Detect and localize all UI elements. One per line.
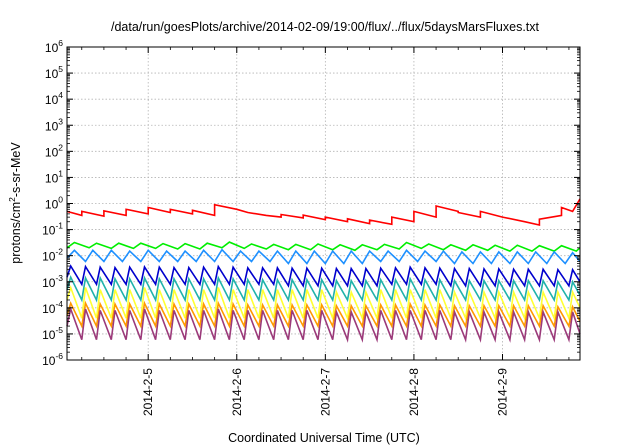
flux-series-line	[66, 284, 581, 322]
flux-series-line	[66, 264, 581, 288]
y-tick-label-exponent: 3	[58, 116, 63, 126]
flux-series-line	[66, 275, 581, 303]
flux-series-line	[66, 198, 581, 226]
x-tick-labels: 2014-2-5 2014-2-6 2014-2-7 2014-2-8 2014-2-9	[141, 368, 509, 416]
y-tick-label-base: 10	[45, 67, 59, 81]
y-tick-label: 102	[45, 142, 63, 159]
chart-title: /data/run/goesPlots/archive/2014-02-09/1…	[111, 20, 540, 34]
y-tick-label: 100	[45, 195, 63, 212]
x-tick-label: 2014-2-5	[141, 368, 155, 416]
x-tick-label: 2014-2-8	[407, 368, 421, 416]
flux-series-line	[66, 306, 581, 343]
y-tick-label-exponent: -6	[55, 351, 63, 361]
y-tick-label: 10-5	[42, 325, 63, 342]
y-tick-label-base: 10	[45, 93, 59, 107]
y-tick-label-exponent: 5	[58, 64, 63, 74]
y-tick-label-exponent: -4	[55, 299, 63, 309]
y-axis-title-suffix: -s-sr-MeV	[9, 142, 23, 198]
y-tick-label: 10-6	[42, 351, 63, 368]
y-axis-title: protons/cm2-s-sr-MeV	[7, 142, 23, 264]
y-tick-label-base: 10	[45, 145, 59, 159]
flux-series-line	[66, 300, 581, 329]
x-axis-title: Coordinated Universal Time (UTC)	[228, 431, 420, 445]
y-axis-title-prefix: protons/cm	[9, 202, 23, 264]
y-tick-label-base: 10	[42, 354, 56, 368]
y-tick-label-base: 10	[42, 302, 56, 316]
y-tick-label: 103	[45, 116, 63, 133]
y-tick-label: 10-1	[42, 221, 63, 238]
y-tick-label-exponent: 0	[58, 195, 63, 205]
y-tick-label: 101	[45, 168, 63, 185]
y-tick-label-exponent: 1	[58, 168, 63, 178]
y-tick-label-base: 10	[42, 328, 56, 342]
y-tick-label-exponent: 4	[58, 90, 63, 100]
y-tick-label: 105	[45, 64, 63, 81]
y-tick-label: 104	[45, 90, 63, 107]
y-tick-label-base: 10	[45, 41, 59, 55]
y-tick-label-exponent: -2	[55, 247, 63, 257]
y-tick-label-base: 10	[45, 119, 59, 133]
y-tick-label-exponent: -5	[55, 325, 63, 335]
y-tick-label-exponent: -3	[55, 273, 63, 283]
y-tick-label-base: 10	[45, 171, 59, 185]
y-tick-label-exponent: 6	[58, 38, 63, 48]
flux-series-line	[66, 248, 581, 265]
flux-series-line	[66, 241, 581, 253]
y-tick-label: 10-3	[42, 273, 63, 290]
y-tick-label-base: 10	[45, 198, 59, 212]
x-tick-label: 2014-2-6	[230, 368, 244, 416]
y-tick-labels: 10610510410310210110010-110-210-310-410-…	[42, 38, 63, 368]
y-tick-label-base: 10	[42, 250, 56, 264]
y-tick-label: 10-4	[42, 299, 63, 316]
data-series	[66, 198, 581, 343]
y-tick-label: 106	[45, 38, 63, 55]
y-axis-title-superscript: 2	[7, 197, 17, 202]
y-tick-label-base: 10	[42, 276, 56, 290]
x-tick-label: 2014-2-7	[318, 368, 332, 416]
y-tick-label: 10-2	[42, 247, 63, 264]
y-tick-label-base: 10	[42, 224, 56, 238]
y-tick-label-exponent: -1	[55, 221, 63, 231]
x-tick-label: 2014-2-9	[495, 368, 509, 416]
y-tick-label-exponent: 2	[58, 142, 63, 152]
axis-ticks	[67, 46, 580, 361]
